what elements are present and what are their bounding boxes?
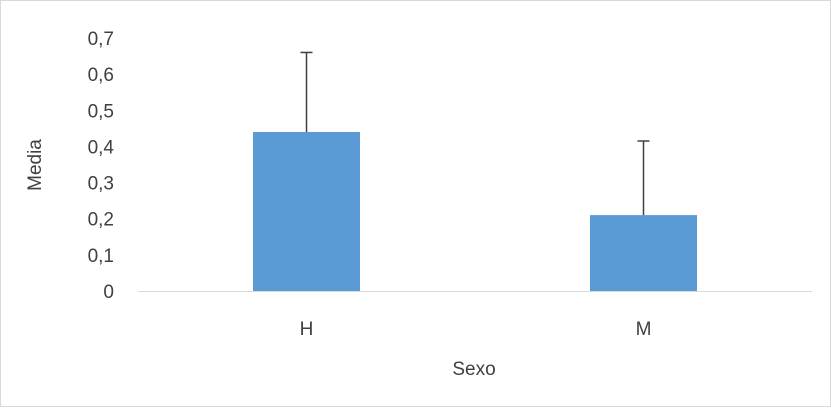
x-tick-label: H (300, 319, 314, 340)
y-tick-label: 0,1 (88, 246, 114, 267)
y-tick-label: 0 (103, 282, 114, 303)
y-tick-label: 0,7 (88, 29, 114, 50)
y-tick-label: 0,6 (88, 65, 114, 86)
bar-m (590, 215, 697, 291)
y-tick-label: 0,2 (88, 210, 114, 231)
y-axis-ticks: 0 0,1 0,2 0,3 0,4 0,5 0,6 0,7 (88, 29, 115, 303)
y-tick-label: 0,4 (88, 137, 115, 158)
bar-h (253, 131, 360, 291)
x-axis-label: Sexo (452, 359, 495, 380)
y-tick-label: 0,5 (88, 101, 114, 122)
error-bars (300, 51, 650, 216)
y-axis-label: Media (25, 139, 46, 191)
y-tick-label: 0,3 (88, 174, 114, 195)
bars (253, 131, 697, 291)
x-tick-label: M (636, 319, 652, 340)
